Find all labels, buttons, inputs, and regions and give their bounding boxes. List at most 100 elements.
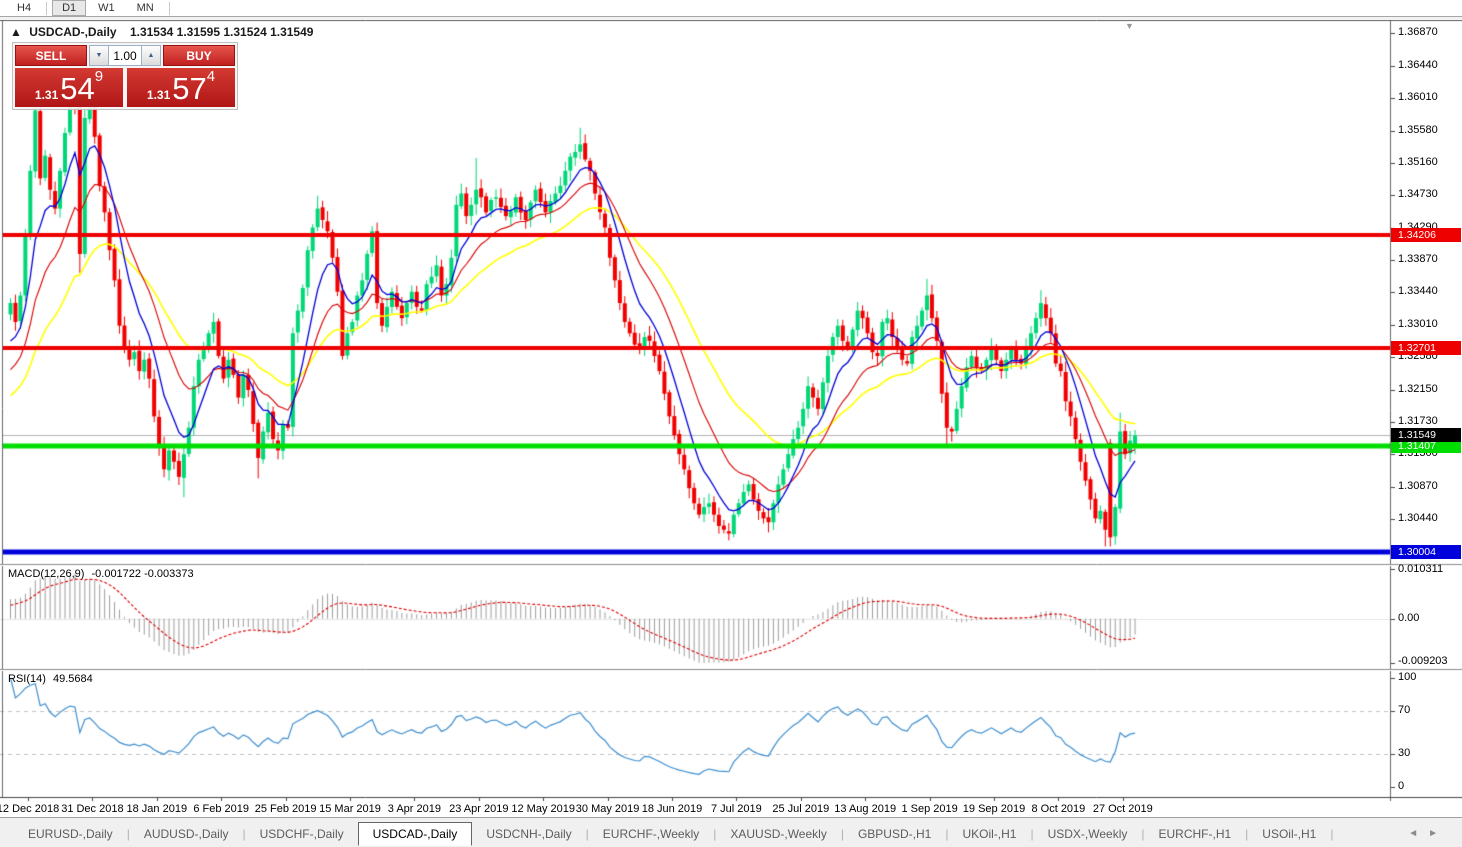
- toolbar-separator: [46, 1, 48, 15]
- ask-base: 1.31: [146, 88, 171, 102]
- chart-tab-bar: EURUSD-,Daily | AUDUSD-,Daily | USDCHF-,Dail…: [0, 820, 1462, 847]
- price-tick-label: 1.35580: [1398, 123, 1438, 136]
- date-tick-label: 25 Jul 2019: [772, 803, 830, 815]
- toolbar-separator: [168, 1, 170, 15]
- timeframe-button-w1[interactable]: W1: [98, 2, 115, 14]
- macd-indicator-label: MACD(12,26,9) -0.001722 -0.003373: [8, 568, 194, 580]
- timeframe-toolbar: H4 D1 W1 MN: [0, 0, 1462, 16]
- current-price-chip: 1.31549: [1391, 428, 1461, 443]
- date-tick-label: 18 Jun 2019: [641, 803, 703, 815]
- date-tick-label: 12 Dec 2018: [0, 803, 60, 815]
- chart-tab-ukoil[interactable]: UKOil-,H1: [962, 826, 1017, 841]
- chart-tab-audusd[interactable]: AUDUSD-,Daily: [143, 826, 229, 841]
- chart-tab-usdx[interactable]: USDX-,Weekly: [1047, 826, 1128, 841]
- hline-price-chip: 1.34206: [1391, 227, 1461, 242]
- chart-tab-xauusd[interactable]: XAUUSD-,Weekly: [730, 826, 827, 841]
- date-tick-label: 13 Aug 2019: [834, 803, 897, 815]
- chart-shift-marker-icon[interactable]: ▼: [1125, 21, 1134, 31]
- chart-tab-gbpusd[interactable]: GBPUSD-,H1: [857, 826, 932, 841]
- date-tick-label: 30 May 2019: [575, 803, 640, 815]
- tab-separator: |: [945, 826, 949, 841]
- tab-separator: |: [1030, 826, 1034, 841]
- date-tick-label: 27 Oct 2019: [1092, 803, 1153, 815]
- date-tick-label: 25 Feb 2019: [254, 803, 317, 815]
- volume-decrease-button[interactable]: ▼: [89, 45, 109, 66]
- sell-button[interactable]: SELL: [15, 45, 87, 66]
- date-tick-label: 12 May 2019: [511, 803, 575, 815]
- rsi-scale-label: 30: [1398, 747, 1411, 760]
- date-tick-label: 31 Dec 2018: [61, 803, 124, 815]
- price-tick-label: 1.34730: [1398, 188, 1438, 200]
- date-tick-label: 6 Feb 2019: [193, 803, 250, 815]
- tab-separator: |: [242, 826, 246, 841]
- date-tick-label: 3 Apr 2019: [387, 803, 441, 815]
- rsi-scale-label: 0: [1398, 780, 1405, 792]
- rsi-scale-label: 70: [1398, 703, 1411, 716]
- collapse-triangle-icon[interactable]: ▲: [10, 25, 22, 39]
- chart-tab-eurchf[interactable]: EURCHF-,Weekly: [602, 826, 700, 841]
- tab-separator: |: [1141, 826, 1145, 841]
- chart-tab-eurchf[interactable]: EURCHF-,H1: [1158, 826, 1232, 841]
- timeframe-button-d1[interactable]: D1: [52, 0, 87, 16]
- date-tick-label: 19 Sep 2019: [962, 803, 1026, 815]
- date-tick-label: 18 Jan 2019: [126, 803, 188, 815]
- tabbar-divider: [0, 817, 1462, 821]
- volume-input[interactable]: [109, 45, 141, 66]
- chart-symbol-label: USDCAD-,Daily: [29, 25, 117, 39]
- bid-pips: 54: [60, 71, 95, 106]
- one-click-trade-panel: SELL ▼ ▲ BUY 1.31 54 9 1.31 57 4: [12, 42, 238, 110]
- buy-button[interactable]: BUY: [163, 45, 235, 66]
- price-tick-label: 1.36440: [1398, 58, 1438, 71]
- tab-scroll-arrows[interactable]: ◄►: [1408, 828, 1448, 839]
- price-tick-label: 1.31730: [1398, 414, 1438, 427]
- timeframe-button-h4[interactable]: H4: [17, 2, 32, 14]
- chart-tab-usdcnh[interactable]: USDCNH-,Daily: [486, 826, 572, 841]
- hline-price-chip: 1.31407: [1391, 439, 1461, 454]
- date-tick-label: 8 Oct 2019: [1031, 803, 1086, 815]
- price-tick-label: 1.30440: [1398, 512, 1438, 525]
- tab-separator: |: [1245, 826, 1249, 841]
- tab-scroll-left-icon[interactable]: ◄: [1408, 828, 1429, 839]
- ask-price-tile[interactable]: 1.31 57 4: [127, 68, 235, 107]
- chart-tab-eurusd[interactable]: EURUSD-,Daily: [28, 826, 113, 841]
- date-tick-label: 15 Mar 2019: [319, 803, 381, 815]
- ask-pips: 57: [172, 71, 207, 106]
- tab-separator: |: [713, 826, 717, 841]
- tab-scroll-right-icon[interactable]: ►: [1428, 828, 1448, 839]
- chart-tab-usdchf[interactable]: USDCHF-,Daily: [259, 826, 344, 841]
- price-tick-label: 1.33010: [1398, 317, 1438, 330]
- rsi-indicator-label: RSI(14) 49.5684: [8, 673, 93, 685]
- price-tick-label: 1.35160: [1398, 155, 1438, 168]
- price-tick-label: 1.36870: [1398, 26, 1438, 39]
- date-tick-label: 1 Sep 2019: [901, 803, 958, 815]
- price-tick-label: 1.33440: [1398, 285, 1438, 298]
- price-tick-label: 1.36010: [1398, 91, 1438, 104]
- macd-scale-label: 0.00: [1398, 611, 1420, 624]
- rsi-value: 49.5684: [52, 673, 93, 685]
- price-tick-label: 1.33870: [1398, 252, 1438, 265]
- price-tick-label: 1.32150: [1398, 382, 1438, 395]
- price-tick-label: 1.30870: [1398, 479, 1438, 492]
- chart-region: ▲ USDCAD-,Daily 1.31534 1.31595 1.31524 …: [0, 20, 1462, 817]
- date-tick-label: 23 Apr 2019: [449, 803, 509, 815]
- tab-separator: |: [840, 826, 844, 841]
- chart-tab-usdcad[interactable]: USDCAD-,Daily: [357, 821, 473, 846]
- tab-separator: |: [585, 826, 589, 841]
- date-tick-label: 7 Jul 2019: [711, 803, 762, 815]
- tab-separator: |: [1330, 826, 1334, 841]
- hline-price-chip: 1.30004: [1391, 545, 1461, 560]
- ask-point: 4: [206, 68, 216, 85]
- macd-values: -0.001722 -0.003373: [91, 568, 194, 580]
- macd-scale-label: 0.010311: [1398, 563, 1444, 575]
- chart-title: ▲ USDCAD-,Daily 1.31534 1.31595 1.31524 …: [10, 25, 313, 39]
- hline-price-chip: 1.32701: [1391, 341, 1461, 356]
- bid-price-tile[interactable]: 1.31 54 9: [15, 68, 123, 107]
- macd-scale-label: -0.009203: [1398, 655, 1448, 667]
- price-chart-canvas[interactable]: [0, 20, 1462, 817]
- timeframe-button-mn[interactable]: MN: [136, 2, 154, 14]
- volume-increase-button[interactable]: ▲: [141, 45, 161, 66]
- bid-point: 9: [94, 68, 104, 85]
- chart-ohlc-values: 1.31534 1.31595 1.31524 1.31549: [129, 25, 314, 39]
- chart-tab-usoil[interactable]: USOil-,H1: [1262, 826, 1317, 841]
